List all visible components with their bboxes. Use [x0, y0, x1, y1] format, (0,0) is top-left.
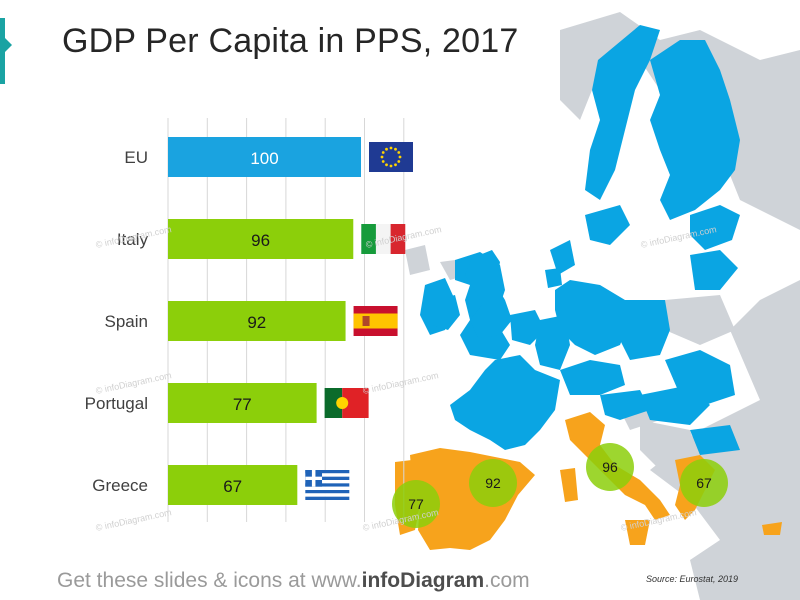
footer-brand: infoDiagram	[361, 569, 485, 592]
spain-flag-icon	[353, 306, 398, 336]
bar-greece	[168, 465, 298, 505]
accent-notch	[5, 38, 12, 52]
bar-value-label: 67	[223, 477, 242, 496]
map-bubble-value: 77	[408, 496, 424, 512]
bar-value-label: 100	[250, 149, 278, 168]
category-label: Greece	[92, 476, 148, 495]
bar-portugal	[168, 383, 317, 423]
map-bubble-value: 96	[602, 459, 618, 475]
accent-bar-left	[0, 18, 5, 84]
category-label: Spain	[105, 312, 148, 331]
bar-value-label: 77	[233, 395, 252, 414]
bar-eu	[168, 137, 361, 177]
map-bubble-portugal	[392, 480, 440, 528]
category-label: EU	[124, 148, 148, 167]
eu-flag-icon	[369, 142, 413, 172]
category-label: Portugal	[85, 394, 148, 413]
footer-prefix: Get these slides & icons at www.	[57, 569, 362, 592]
map-bubble-value: 67	[696, 475, 712, 491]
bar-italy	[168, 219, 354, 259]
footer-promo[interactable]: Get these slides & icons at www.infoDiag…	[57, 569, 530, 593]
source-note: Source: Eurostat, 2019	[646, 574, 739, 584]
page-title: GDP Per Capita in PPS, 2017	[62, 22, 519, 60]
map-bubble-spain	[469, 459, 517, 507]
bar-value-label: 92	[247, 313, 266, 332]
greece-flag-icon	[305, 470, 350, 500]
map-bubble-value: 92	[485, 475, 501, 491]
map-bubble-italy	[586, 443, 634, 491]
map-bubble-greece	[680, 459, 728, 507]
italy-flag-icon	[361, 224, 406, 254]
footer-suffix: .com	[484, 569, 530, 592]
map-uk-ireland	[432, 250, 512, 338]
portugal-flag-icon	[324, 388, 369, 418]
bar-value-label: 96	[251, 231, 270, 250]
bar-spain	[168, 301, 346, 341]
category-label: Italy	[117, 230, 149, 249]
